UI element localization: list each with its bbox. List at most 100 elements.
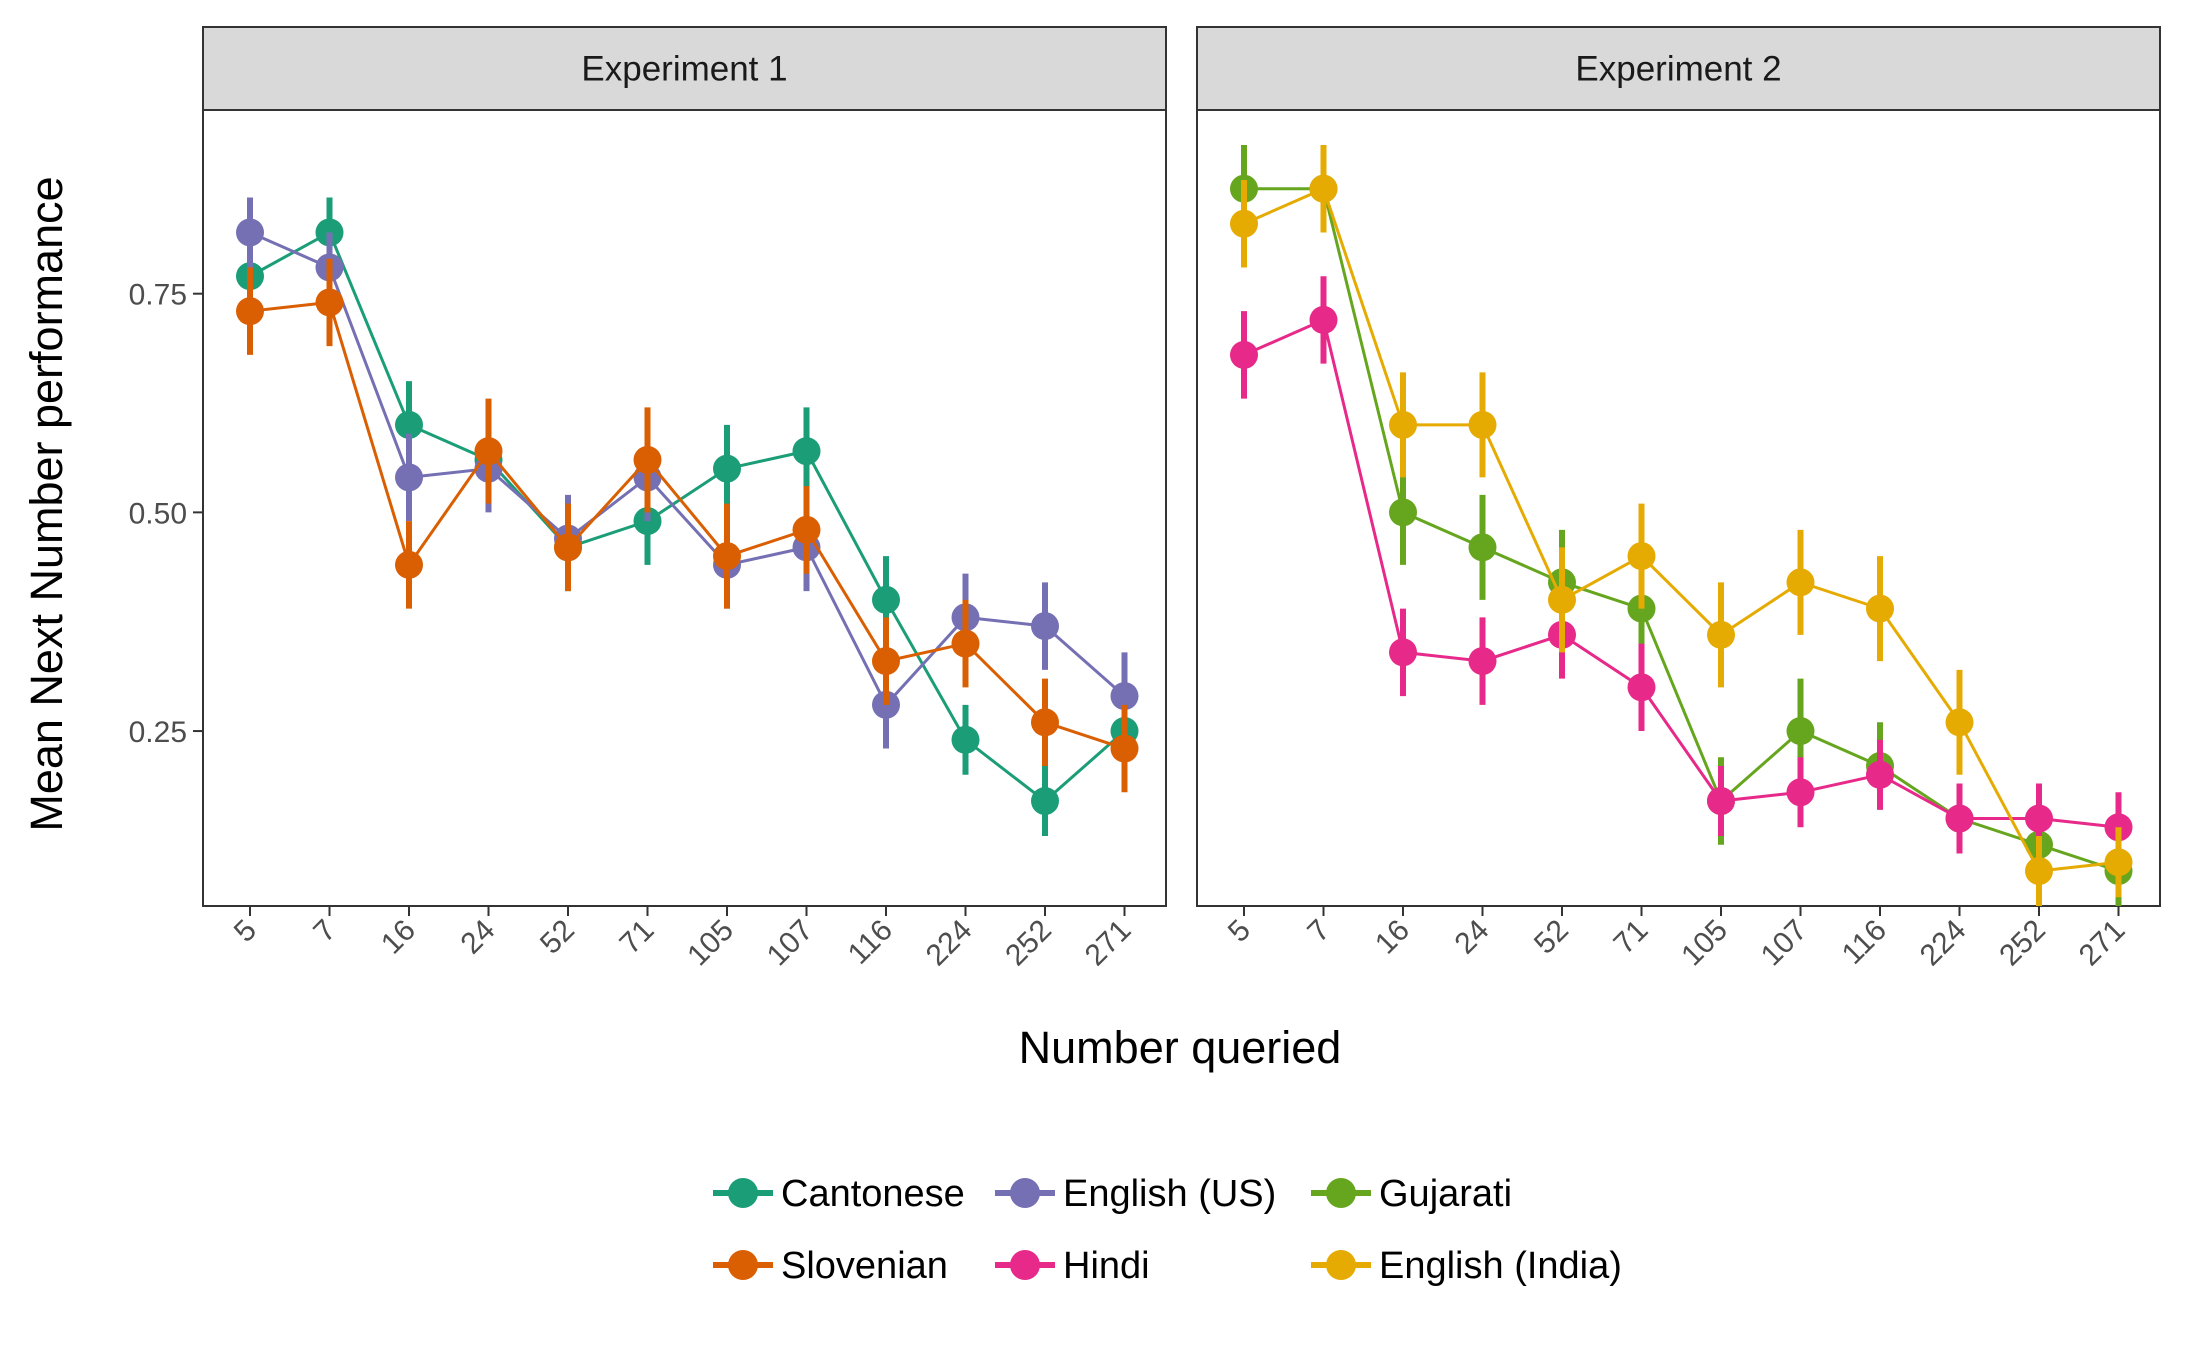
legend-entry: English (US) <box>995 1173 1276 1215</box>
data-point <box>1031 708 1059 737</box>
data-point <box>1468 533 1497 562</box>
x-tick-label: 105 <box>1675 914 1734 973</box>
legend-label: Hindi <box>1063 1245 1150 1287</box>
data-point <box>395 410 423 439</box>
legend-label: English (India) <box>1379 1245 1622 1287</box>
x-tick-label: 5 <box>228 914 263 949</box>
data-point <box>1031 787 1059 816</box>
data-point <box>1707 620 1735 649</box>
x-tick-label: 71 <box>1608 914 1655 961</box>
data-point <box>554 533 582 562</box>
legend-entry: Gujarati <box>1311 1173 1512 1215</box>
data-point <box>713 454 741 483</box>
x-tick-label: 7 <box>307 914 342 949</box>
legend-key-point <box>1010 1178 1040 1208</box>
data-point <box>1707 787 1735 816</box>
data-point <box>1309 305 1338 334</box>
data-point <box>1110 682 1139 711</box>
panel-strip-label: Experiment 1 <box>581 50 787 89</box>
x-tick-label: 107 <box>761 914 820 973</box>
x-tick-label: 24 <box>1449 914 1496 961</box>
data-point <box>395 463 423 492</box>
x-tick-label: 52 <box>1528 914 1575 961</box>
data-point <box>872 647 900 676</box>
data-point <box>1309 174 1338 203</box>
data-point <box>474 437 503 466</box>
panels-layer: Experiment 10.250.500.755 7 16 24 52 71 105 107… <box>129 26 2161 973</box>
data-point <box>872 585 900 614</box>
data-point <box>1230 340 1258 369</box>
x-tick-label: 224 <box>920 914 979 973</box>
data-point <box>713 542 741 571</box>
data-point <box>1786 568 1815 597</box>
data-point <box>1945 804 1974 833</box>
panel-strip-label: Experiment 2 <box>1575 50 1781 89</box>
data-point <box>1468 410 1497 439</box>
data-point <box>633 445 662 474</box>
x-tick-label: 16 <box>1369 914 1416 961</box>
data-point <box>1389 410 1417 439</box>
data-point <box>1627 542 1656 571</box>
data-point <box>395 550 423 579</box>
series-slovenian <box>236 258 1139 793</box>
legend-key-point <box>728 1178 758 1208</box>
x-tick-label: 116 <box>1836 914 1893 971</box>
x-tick-label: 5 <box>1222 914 1257 949</box>
x-tick-label: 105 <box>681 914 740 973</box>
x-tick-label: 52 <box>534 914 581 961</box>
x-axis-title: Number queried <box>1019 1022 1342 1073</box>
data-point <box>315 288 344 317</box>
legend-label: Cantonese <box>781 1173 965 1215</box>
data-point <box>1389 638 1417 667</box>
x-tick-label: 16 <box>375 914 422 961</box>
data-point <box>1866 594 1894 623</box>
y-tick-label: 0.25 <box>129 716 187 749</box>
data-point <box>1031 612 1059 641</box>
x-tick-label: 7 <box>1301 914 1336 949</box>
legend-label: Slovenian <box>781 1245 948 1287</box>
legend-label: English (US) <box>1063 1173 1276 1215</box>
data-point <box>792 437 821 466</box>
data-point <box>2025 857 2053 886</box>
y-tick-label: 0.50 <box>129 497 187 530</box>
data-point <box>1389 498 1417 527</box>
data-point <box>951 629 980 658</box>
data-point <box>1110 734 1139 763</box>
data-point <box>1548 585 1576 614</box>
panel-plot-area <box>202 109 1167 907</box>
legend-label: Gujarati <box>1379 1173 1512 1215</box>
data-point <box>1945 708 1974 737</box>
legend-entry: English (India) <box>1311 1245 1622 1287</box>
x-tick-label: 116 <box>842 914 899 971</box>
legend-entry: Cantonese <box>713 1173 965 1215</box>
data-point <box>2104 848 2133 877</box>
legend: Cantonese English (US) Gujarati Slovenian Hi… <box>713 1173 1622 1287</box>
series-line <box>1243 186 2119 873</box>
data-point <box>236 218 264 247</box>
legend-entry: Hindi <box>995 1245 1150 1287</box>
x-tick-label: 107 <box>1755 914 1814 973</box>
panel-plot-area <box>1196 109 2161 907</box>
panel-1: Experiment 1 0.25 0.50 0.75 5 7 16 24 52 71 105 107… <box>129 26 1167 973</box>
data-point <box>1866 760 1894 789</box>
panel-2: Experiment 2 5 7 16 24 52 71 105 107 116 224 252 271 <box>1196 26 2161 973</box>
series-line <box>249 300 1125 750</box>
legend-key-point <box>1326 1178 1356 1208</box>
data-point <box>792 515 821 544</box>
data-point <box>1786 717 1815 746</box>
data-point <box>1230 209 1258 238</box>
x-tick-label: 24 <box>455 914 502 961</box>
data-point <box>236 297 264 326</box>
y-tick-label: 0.75 <box>129 279 187 312</box>
x-tick-label: 71 <box>614 914 661 961</box>
data-point <box>1468 647 1497 676</box>
series-english-india- <box>1230 144 2133 906</box>
series-line <box>249 230 1126 803</box>
legend-key-point <box>728 1250 758 1280</box>
data-point <box>2025 804 2053 833</box>
x-tick-label: 252 <box>1993 914 2052 973</box>
x-tick-label: 224 <box>1914 914 1973 973</box>
x-tick-label: 271 <box>2073 914 2132 973</box>
